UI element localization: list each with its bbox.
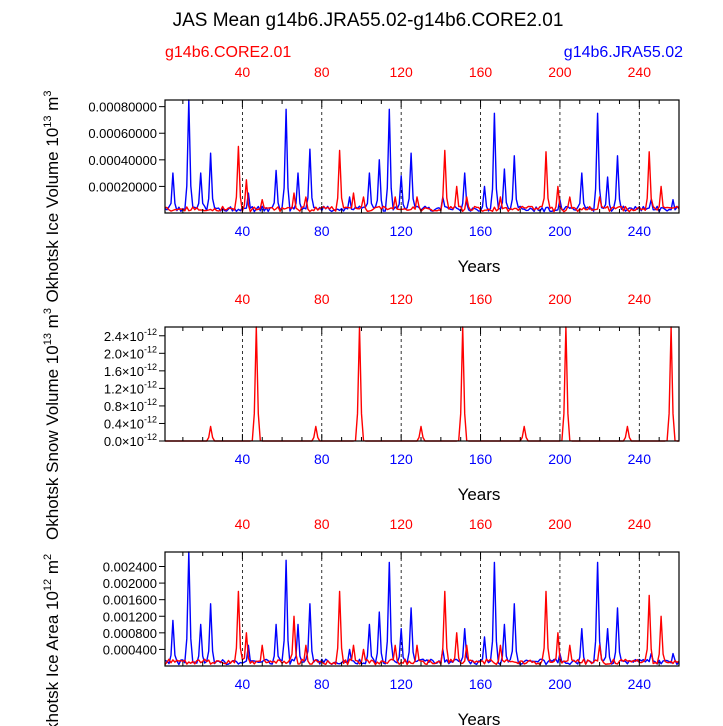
panel-ice-volume: 40 40 80 80 120 120 160 160 200 200 240 240 Years 0.0… [42, 64, 680, 303]
x-tick-label: 80 [314, 676, 330, 692]
x-tick-label: 240 [628, 223, 652, 239]
plot-frame [164, 551, 680, 667]
y-tick-label: 1.2×10-12 [104, 379, 157, 396]
x-tick-label-top: 40 [235, 516, 251, 532]
y-tick-label: 0.00060000 [88, 126, 157, 141]
y-tick-label: 0.8×10-12 [104, 397, 157, 414]
x-tick-label: 160 [469, 451, 493, 467]
y-tick-label: 0.00040000 [88, 153, 157, 168]
x-tick-label-top: 240 [628, 64, 652, 80]
x-tick-label: 240 [628, 676, 652, 692]
x-tick-label-top: 120 [389, 64, 413, 80]
x-tick-label: 160 [469, 223, 493, 239]
x-tick-label: 40 [235, 676, 251, 692]
legend-jra: g14b6.JRA55.02 [564, 44, 683, 61]
y-tick-label: 2.0×10-12 [104, 344, 157, 361]
x-tick-label-top: 160 [469, 64, 493, 80]
x-tick-label: 240 [628, 451, 652, 467]
x-tick-label-top: 160 [469, 291, 493, 307]
x-tick-label-top: 80 [314, 291, 330, 307]
x-tick-label: 80 [314, 223, 330, 239]
y-tick-label: 1.6×10-12 [104, 362, 157, 379]
x-tick-label: 120 [389, 223, 413, 239]
x-tick-label: 120 [389, 451, 413, 467]
y-tick-label: 0.0×10-12 [104, 432, 157, 449]
y-tick-label: 0.001600 [103, 593, 157, 608]
legend-core: g14b6.CORE2.01 [165, 44, 291, 61]
x-tick-label: 40 [235, 451, 251, 467]
y-axis-label: Okhotsk Ice Area 1012 m2 [42, 554, 62, 726]
figure-title: JAS Mean g14b6.JRA55.02-g14b6.CORE2.01 [173, 10, 564, 31]
panel-ice-area: 40 40 80 80 120 120 160 160 200 200 240 240 Years 0.0… [42, 516, 680, 726]
series-line-jra [164, 99, 680, 213]
x-tick-label: 200 [548, 451, 572, 467]
y-tick-label: 0.00020000 [88, 179, 157, 194]
x-axis-label: Years [458, 485, 501, 504]
x-tick-label-top: 80 [314, 64, 330, 80]
x-tick-label: 80 [314, 451, 330, 467]
y-tick-label: 0.4×10-12 [104, 414, 157, 431]
series-line-core [164, 590, 680, 666]
x-axis-label: Years [458, 710, 501, 726]
x-tick-label-top: 240 [628, 516, 652, 532]
y-axis-label: Okhotsk Snow Volume 1013 m3 [42, 308, 62, 540]
x-tick-label: 200 [548, 223, 572, 239]
y-tick-label: 0.002400 [103, 560, 157, 575]
x-tick-label-top: 200 [548, 516, 572, 532]
y-tick-label: 0.001200 [103, 609, 157, 624]
y-tick-label: 0.00080000 [88, 100, 157, 115]
panel-snow-volume: 40 40 80 80 120 120 160 160 200 200 240 240 Years 0.0… [42, 291, 680, 540]
y-tick-label: 2.4×10-12 [104, 327, 157, 344]
y-axis-label: Okhotsk Ice Volume 1013 m3 [42, 90, 62, 302]
x-tick-label: 120 [389, 676, 413, 692]
x-axis-label: Years [458, 257, 501, 276]
x-tick-label: 160 [469, 676, 493, 692]
y-tick-label: 0.000800 [103, 626, 157, 641]
y-tick-label: 0.002000 [103, 576, 157, 591]
series-line-core [164, 145, 680, 213]
plot-frame [164, 326, 680, 442]
plot-frame [164, 99, 680, 214]
x-tick-label-top: 200 [548, 291, 572, 307]
x-tick-label-top: 240 [628, 291, 652, 307]
x-tick-label-top: 200 [548, 64, 572, 80]
x-tick-label-top: 120 [389, 291, 413, 307]
x-tick-label: 200 [548, 676, 572, 692]
x-tick-label: 40 [235, 223, 251, 239]
x-tick-label-top: 80 [314, 516, 330, 532]
y-tick-label: 0.000400 [103, 642, 157, 657]
x-tick-label-top: 40 [235, 291, 251, 307]
x-tick-label-top: 40 [235, 64, 251, 80]
x-tick-label-top: 120 [389, 516, 413, 532]
x-tick-label-top: 160 [469, 516, 493, 532]
